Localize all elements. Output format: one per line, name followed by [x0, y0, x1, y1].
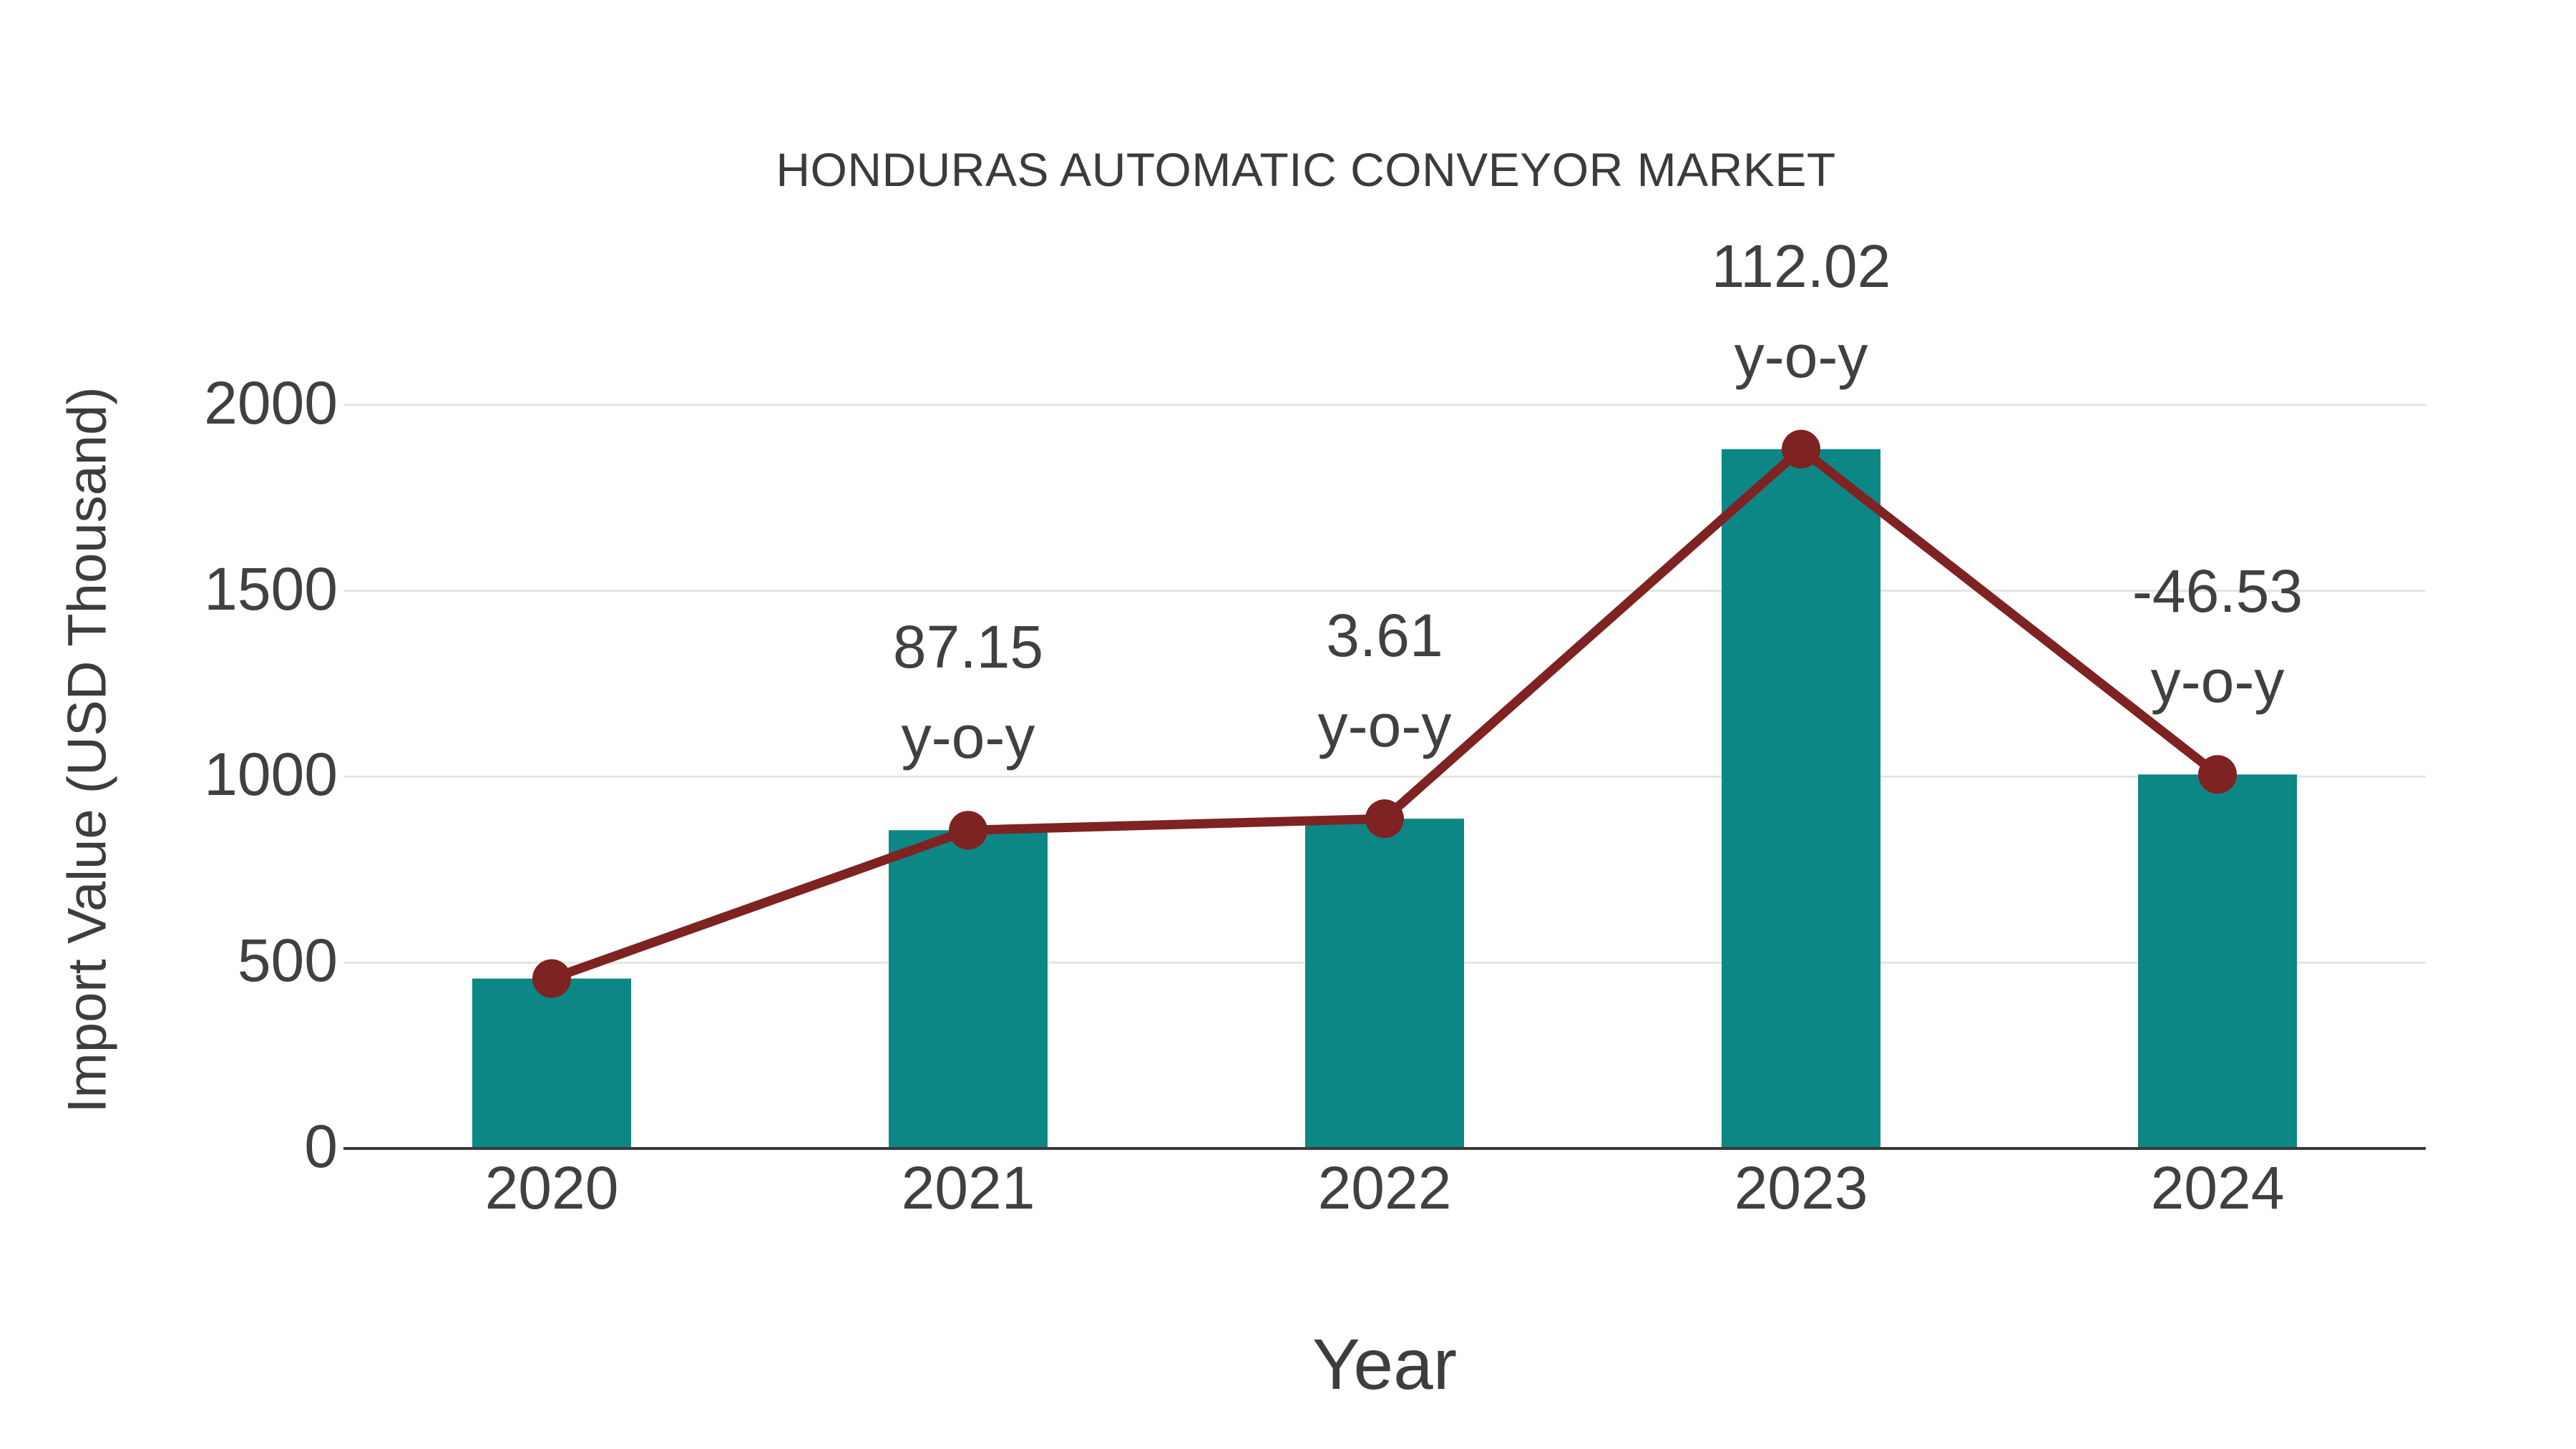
y-tick-label-500: 500	[237, 927, 338, 995]
bar-2023[interactable]	[1722, 449, 1880, 1148]
annotation-value: 87.15	[892, 613, 1044, 681]
annotation-2023: 112.02 y-o-y	[1712, 221, 1891, 401]
x-tick-label-2024: 2024	[2150, 1154, 2285, 1221]
y-tick-label-2000: 2000	[204, 369, 338, 436]
annotation-2022: 3.61 y-o-y	[1318, 590, 1452, 771]
x-tick-label-2022: 2022	[1317, 1154, 1452, 1221]
annotation-value: 112.02	[1711, 232, 1891, 300]
marker-2021[interactable]	[949, 811, 987, 850]
marker-2023[interactable]	[1782, 429, 1820, 469]
marker-2020[interactable]	[532, 959, 571, 998]
chart-title: HONDURAS AUTOMATIC CONVEYOR MARKET	[776, 143, 1836, 196]
marker-2022[interactable]	[1365, 799, 1404, 839]
y-tick-label-1000: 1000	[204, 741, 338, 809]
annotation-value: -46.53	[2132, 557, 2303, 625]
annotation-2021: 87.15 y-o-y	[893, 602, 1043, 782]
x-tick-label-2020: 2020	[484, 1154, 619, 1221]
bar-2022[interactable]	[1305, 819, 1464, 1148]
annotation-label: y-o-y	[2150, 648, 2285, 716]
annotation-label: y-o-y	[1317, 692, 1452, 760]
x-tick-label-2021: 2021	[901, 1154, 1035, 1221]
annotation-label: y-o-y	[1734, 322, 1868, 390]
marker-2024[interactable]	[2198, 755, 2237, 794]
bar-2024[interactable]	[2138, 774, 2297, 1148]
x-tick-label-2023: 2023	[1734, 1154, 1868, 1221]
x-axis-title: Year	[1312, 1324, 1458, 1405]
annotation-value: 3.61	[1326, 602, 1443, 670]
y-tick-label-0: 0	[304, 1113, 338, 1180]
annotation-2024: -46.53 y-o-y	[2132, 546, 2303, 726]
bar-2020[interactable]	[472, 978, 631, 1148]
y-tick-label-1500: 1500	[204, 555, 338, 623]
annotation-label: y-o-y	[901, 703, 1035, 771]
bar-2021[interactable]	[889, 830, 1048, 1148]
